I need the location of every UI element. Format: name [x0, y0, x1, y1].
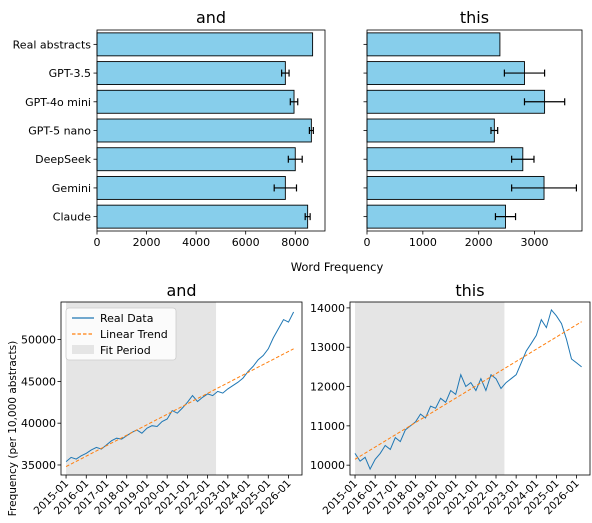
bar-deepseek [366, 147, 524, 172]
x-tick-label: 3000 [521, 236, 549, 249]
bar-claude [366, 204, 506, 229]
y-tick-label: GPT-4o mini [25, 96, 91, 109]
bar-deepseek [96, 147, 296, 172]
line-chart-this: this10000110001200013000140002015-012016… [310, 281, 591, 517]
chart-title: and [196, 8, 226, 27]
y-tick-label: Real abstracts [13, 38, 92, 51]
bar-claude [96, 204, 309, 229]
legend-label: Fit Period [100, 344, 151, 357]
x-tick-label: 0 [364, 236, 371, 249]
x-tick-label: 0 [94, 236, 101, 249]
y-tick-label: 35000 [21, 459, 56, 472]
legend: Real Data Linear Trend Fit Period [65, 307, 177, 361]
x-tick-label: 8000 [281, 236, 309, 249]
y-tick-label: 45000 [21, 375, 56, 388]
series-real-data [65, 311, 295, 462]
y-tick-label: 14000 [310, 302, 345, 315]
series-linear-trend [354, 321, 582, 460]
y-tick-label: 12000 [310, 381, 345, 394]
legend-label: Linear Trend [100, 328, 168, 341]
x-tick-label: 2000 [465, 236, 493, 249]
y-tick-label: GPT-5 nano [28, 125, 91, 138]
y-tick-label: DeepSeek [35, 153, 92, 166]
bar-gpt-5-nano [96, 118, 312, 143]
y-tick-label: 40000 [21, 417, 56, 430]
bar-real-abstracts [366, 32, 501, 57]
y-tick-label: Claude [53, 211, 91, 224]
chart-title: this [455, 281, 484, 300]
series-linear-trend [65, 348, 294, 468]
shared-x-axis-label: Word Frequency [291, 260, 384, 274]
x-tick-label: 2000 [133, 236, 161, 249]
bar-gpt-5-nano [366, 118, 495, 143]
series-real-data [354, 308, 582, 471]
bar-gpt-4o-mini [96, 89, 295, 114]
axes-frame [349, 301, 591, 476]
y-tick-label: Gemini [52, 182, 91, 195]
bar-gemini [96, 175, 286, 200]
legend-swatch-fit-period [72, 345, 94, 354]
chart-title: this [460, 8, 489, 27]
x-tick-label: 4000 [182, 236, 210, 249]
x-tick-label: 6000 [232, 236, 260, 249]
y-tick-label: 13000 [310, 341, 345, 354]
bar-real-abstracts [96, 32, 314, 57]
y-tick-label: 10000 [310, 459, 345, 472]
bar-gpt-4o-mini [366, 89, 546, 114]
bar-gpt-3-5 [96, 61, 286, 86]
axes-frame [366, 29, 583, 232]
y-tick-label: 50000 [21, 334, 56, 347]
chart-title: and [166, 281, 196, 300]
line-chart-and: and350004000045000500002015-012016-01201… [7, 281, 303, 517]
y-axis-label: Frequency (per 10,000 abstracts) [7, 341, 19, 516]
x-tick-label: 1000 [409, 236, 437, 249]
y-tick-label: GPT-3.5 [49, 67, 91, 80]
axes-frame [96, 29, 326, 232]
y-tick-label: 11000 [310, 420, 345, 433]
legend-label: Real Data [100, 312, 153, 325]
bar-chart-and: and Real abstracts GPT-3.5 GPT-4o mini GPT-5… [13, 8, 326, 249]
bar-chart-this: this 0 1000 2000 3000 [363, 8, 583, 249]
axes-frame [60, 301, 303, 476]
bar-gpt-3-5 [366, 61, 525, 86]
fit-period-band [355, 302, 505, 475]
